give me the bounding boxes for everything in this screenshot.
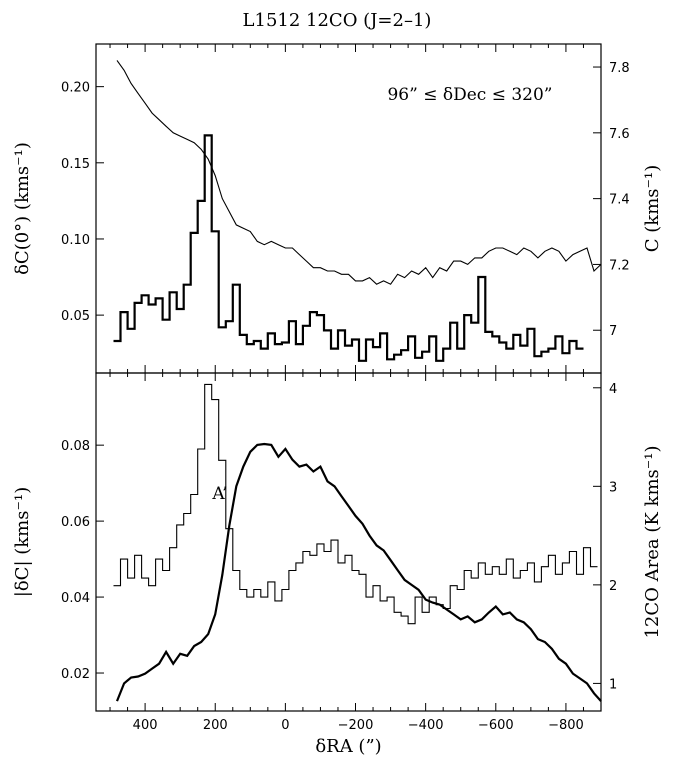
chart-title: L1512 12CO (J=2–1)	[243, 10, 432, 31]
dec-range-annotation: 96” ≤ δDec ≤ 320”	[387, 85, 552, 105]
y-left-axis-title: |δC| (kms⁻¹)	[12, 487, 33, 597]
y-right-tick-label: 2	[609, 579, 617, 594]
series-line-1-1	[115, 442, 602, 702]
y-left-tick-label: 0.04	[61, 591, 90, 606]
series-line-0-1	[116, 60, 602, 285]
y-left-tick-label: 0.20	[61, 81, 90, 96]
x-axis-title: δRA (”)	[315, 736, 381, 757]
y-right-tick-label: 1	[609, 677, 617, 692]
y-left-tick-label: 0.02	[61, 667, 90, 682]
y-left-tick-label: 0.05	[61, 309, 90, 324]
y-right-tick-label: 7.4	[609, 193, 630, 208]
x-tick-label: −800	[548, 718, 584, 733]
x-tick-label: 200	[203, 718, 228, 733]
y-right-tick-label: 4	[609, 382, 617, 397]
series-line-1-0	[113, 383, 598, 625]
series-line-0-0	[113, 134, 584, 362]
y-right-tick-label: 7.2	[609, 258, 630, 273]
y-right-tick-label: 3	[609, 480, 617, 495]
y-right-tick-label: 7	[609, 324, 617, 339]
x-tick-label: −200	[338, 718, 374, 733]
y-right-axis-title: 12CO Area (K kms⁻¹)	[642, 445, 663, 638]
y-right-tick-label: 7.6	[609, 127, 630, 142]
x-tick-label: 400	[133, 718, 158, 733]
y-right-axis-title: C (kms⁻¹)	[642, 165, 663, 252]
y-right-tick-label: 7.8	[609, 61, 630, 76]
x-tick-label: −600	[478, 718, 514, 733]
y-left-tick-label: 0.06	[61, 515, 90, 530]
y-left-tick-label: 0.15	[61, 157, 90, 172]
y-left-tick-label: 0.10	[61, 233, 90, 248]
y-left-axis-title: δC(0°) (kms⁻¹)	[12, 142, 33, 275]
x-tick-label: −400	[408, 718, 444, 733]
y-left-tick-label: 0.08	[61, 439, 90, 454]
peak-annotation: A’	[211, 484, 227, 504]
x-tick-label: 0	[281, 718, 289, 733]
panel-frame-1	[95, 372, 602, 712]
